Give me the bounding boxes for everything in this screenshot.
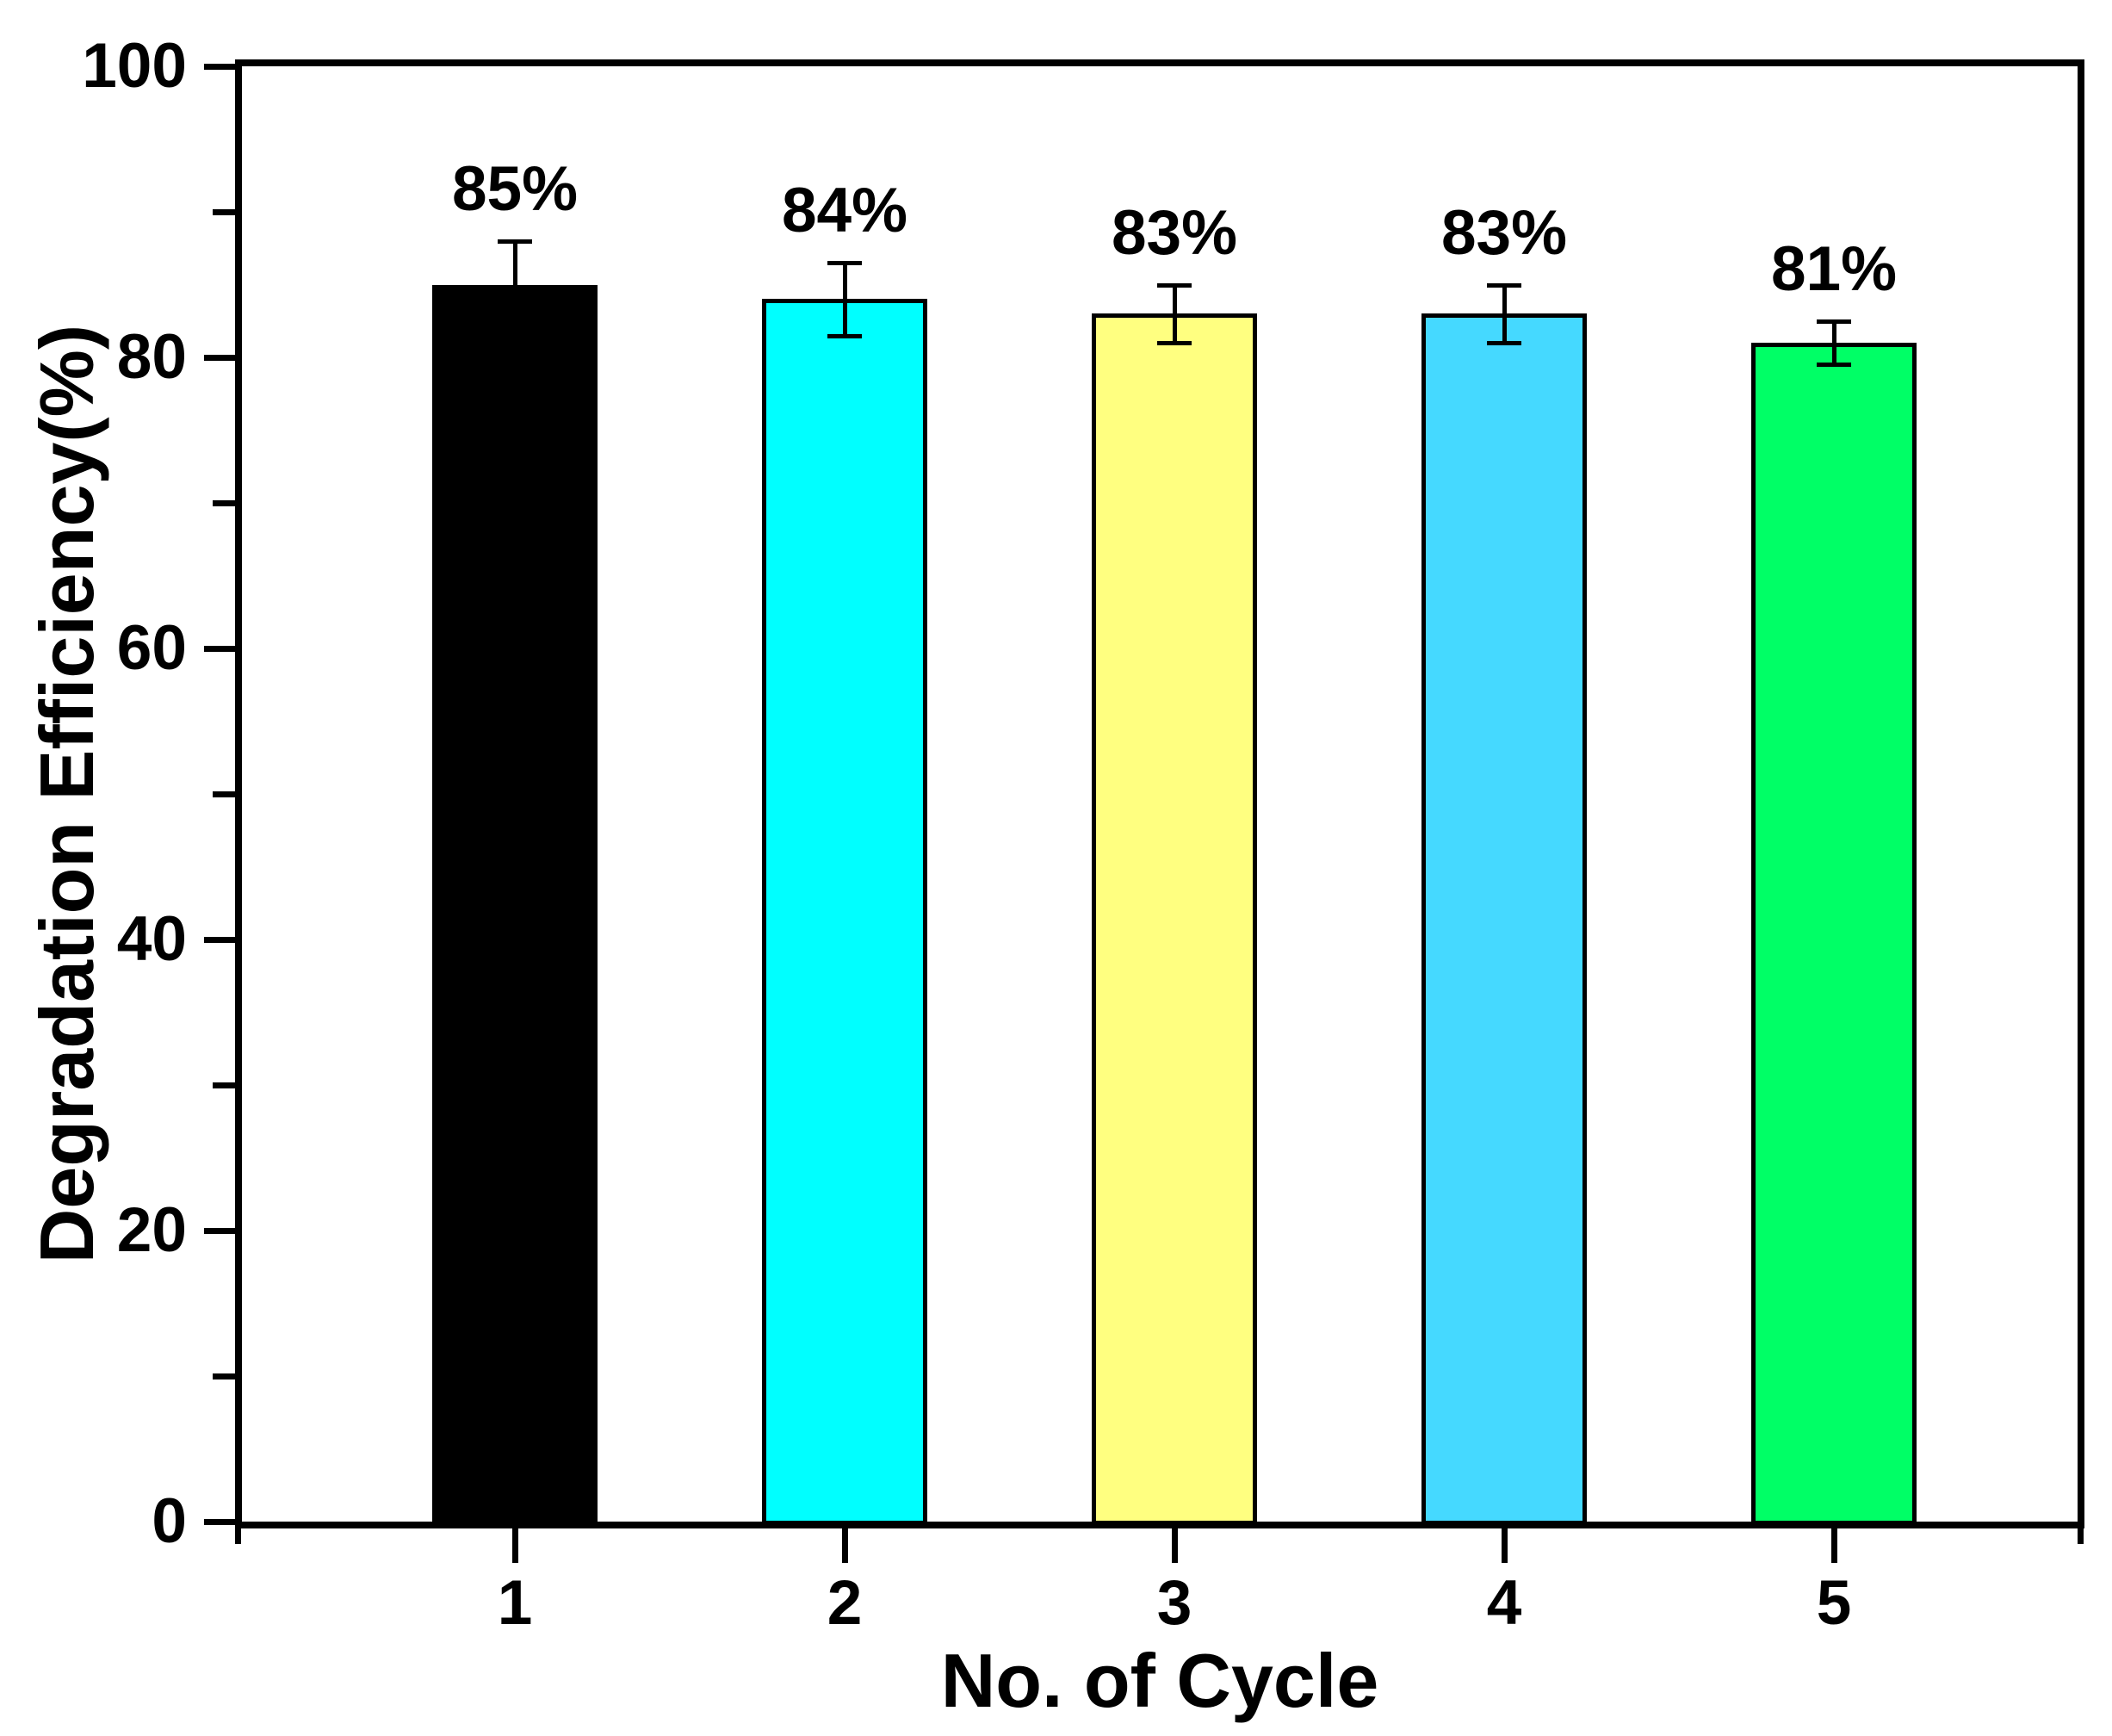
y-tick [204, 936, 235, 943]
y-axis-title: Degradation Efficiency(%) [24, 324, 109, 1264]
error-bar-cap-top [1817, 319, 1851, 324]
error-bar-cap-bottom [1157, 341, 1192, 346]
bar-value-label: 83% [1111, 197, 1238, 268]
y-tick-label: 40 [116, 904, 187, 974]
bar-value-label: 81% [1770, 233, 1898, 304]
x-tick-label: 5 [1816, 1568, 1852, 1638]
error-bar-cap-bottom [1487, 341, 1521, 346]
error-bar-cap-top [1487, 282, 1521, 288]
error-bar-cap-bottom [827, 333, 862, 338]
error-bar [1172, 284, 1177, 344]
x-tick [1171, 1528, 1178, 1563]
error-bar-cap-top [827, 261, 862, 266]
y-tick [204, 1518, 235, 1525]
bar-value-label: 85% [451, 153, 579, 224]
bar-value-label: 83% [1440, 197, 1568, 268]
error-bar-cap-bottom [1817, 363, 1851, 368]
y-minor-tick [213, 208, 235, 215]
error-bar-cap-bottom [498, 326, 532, 332]
y-tick-label: 100 [82, 31, 187, 101]
x-tick [1501, 1528, 1508, 1563]
error-bar [842, 263, 847, 336]
y-tick-label: 80 [116, 322, 187, 392]
error-bar [512, 240, 517, 329]
x-axis-title: No. of Cycle [940, 1638, 1379, 1723]
y-tick [204, 63, 235, 70]
y-tick [204, 1227, 235, 1234]
y-tick-label: 0 [152, 1486, 187, 1556]
bar-cycle-4 [1421, 313, 1587, 1525]
bar-cycle-1 [432, 284, 598, 1525]
error-bar [1502, 284, 1507, 344]
error-bar-cap-top [1157, 282, 1192, 288]
y-minor-tick [213, 1373, 235, 1380]
y-tick [204, 354, 235, 361]
bar-cycle-5 [1751, 343, 1917, 1525]
bar-cycle-3 [1092, 313, 1257, 1525]
axis-end-tick [2078, 1528, 2084, 1544]
x-tick [841, 1528, 848, 1563]
axis-end-tick [235, 1528, 241, 1544]
y-tick-label: 60 [116, 613, 187, 683]
error-bar [1831, 320, 1836, 365]
y-minor-tick [213, 499, 235, 506]
y-minor-tick [213, 790, 235, 797]
y-minor-tick [213, 1082, 235, 1088]
y-tick [204, 645, 235, 652]
x-tick [511, 1528, 518, 1563]
x-tick-label: 3 [1156, 1568, 1192, 1638]
x-tick-label: 1 [497, 1568, 533, 1638]
bar-cycle-2 [762, 299, 927, 1525]
error-bar-cap-top [498, 239, 532, 244]
bar-value-label: 84% [781, 176, 908, 246]
x-tick-label: 4 [1486, 1568, 1522, 1638]
x-tick [1830, 1528, 1837, 1563]
x-tick-label: 2 [827, 1568, 863, 1638]
y-tick-label: 20 [116, 1195, 187, 1265]
